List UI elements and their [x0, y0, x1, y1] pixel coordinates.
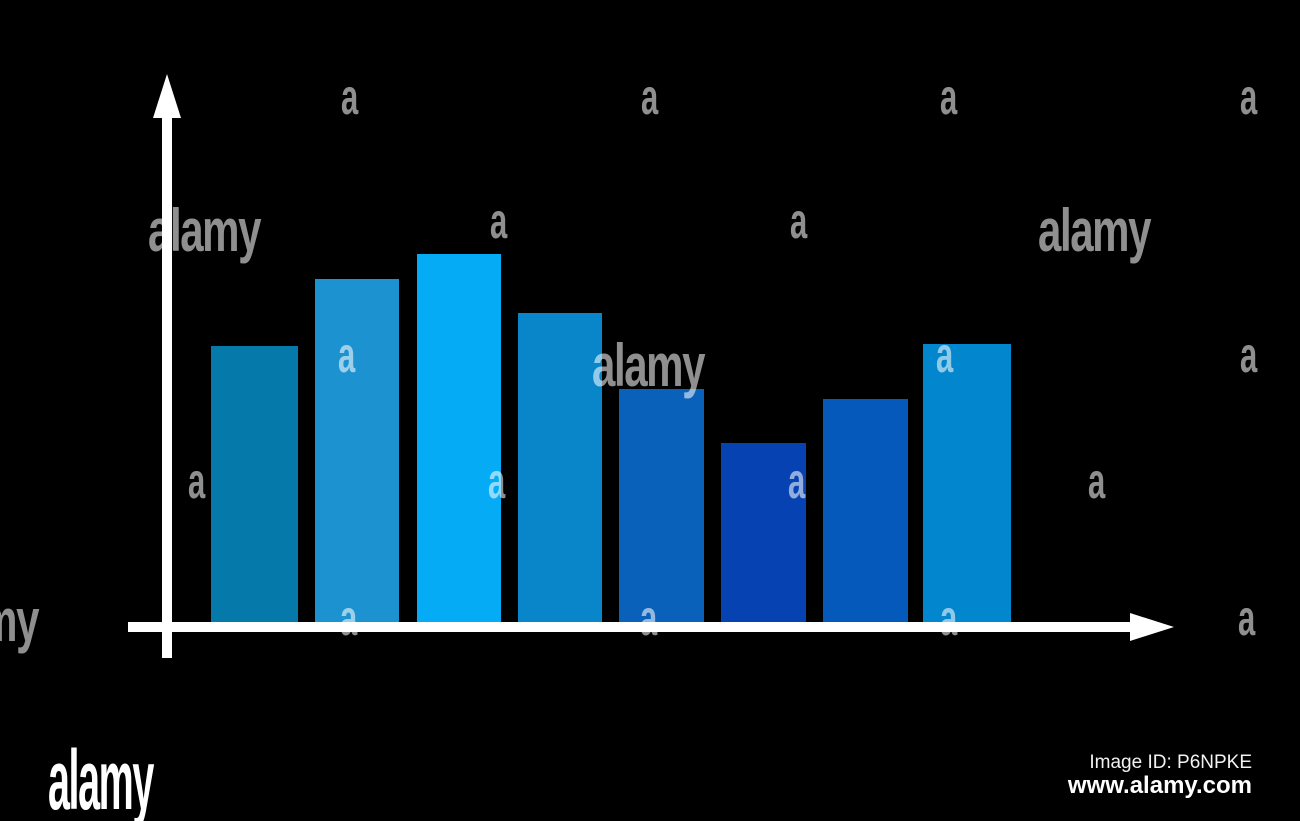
bar-1: [211, 346, 298, 622]
bar-7: [823, 399, 908, 622]
bar-8: [923, 344, 1011, 622]
alamy-url: www.alamy.com: [1067, 772, 1252, 799]
bar-3: [417, 254, 501, 622]
alamy-logo: alamy: [48, 733, 154, 821]
x-axis-line: [128, 622, 1132, 632]
bar-6: [721, 443, 806, 622]
bar-4: [518, 313, 602, 622]
bar-5: [619, 389, 704, 622]
bar-2: [315, 279, 399, 622]
image-id-label: Image ID: P6NPKE: [1089, 752, 1252, 773]
x-axis-arrowhead-icon: [1130, 613, 1174, 641]
y-axis-arrowhead-icon: [153, 74, 181, 118]
y-axis-line: [162, 112, 172, 658]
